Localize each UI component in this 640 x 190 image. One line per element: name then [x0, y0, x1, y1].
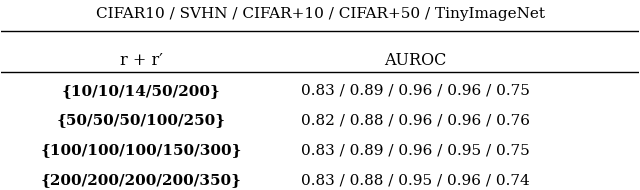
Text: {50/50/50/100/250}: {50/50/50/100/250} [57, 113, 226, 127]
Text: 0.83 / 0.89 / 0.96 / 0.95 / 0.75: 0.83 / 0.89 / 0.96 / 0.95 / 0.75 [301, 143, 530, 157]
Text: r + r′: r + r′ [120, 52, 163, 69]
Text: AUROC: AUROC [385, 52, 447, 69]
Text: CIFAR10 / SVHN / CIFAR+10 / CIFAR+50 / TinyImageNet: CIFAR10 / SVHN / CIFAR+10 / CIFAR+50 / T… [95, 7, 545, 21]
Text: {200/200/200/200/350}: {200/200/200/200/350} [41, 173, 242, 187]
Text: 0.82 / 0.88 / 0.96 / 0.96 / 0.76: 0.82 / 0.88 / 0.96 / 0.96 / 0.76 [301, 113, 530, 127]
Text: 0.83 / 0.88 / 0.95 / 0.96 / 0.74: 0.83 / 0.88 / 0.95 / 0.96 / 0.74 [301, 173, 530, 187]
Text: {10/10/14/50/200}: {10/10/14/50/200} [62, 84, 221, 98]
Text: 0.83 / 0.89 / 0.96 / 0.96 / 0.75: 0.83 / 0.89 / 0.96 / 0.96 / 0.75 [301, 84, 530, 98]
Text: {100/100/100/150/300}: {100/100/100/150/300} [41, 143, 243, 157]
